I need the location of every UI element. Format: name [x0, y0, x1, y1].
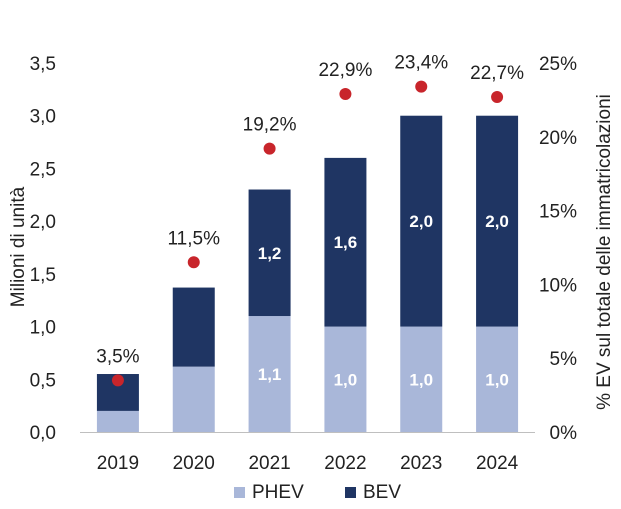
bar-data-label: 1,6 [334, 233, 358, 252]
bar-phev-2019 [96, 410, 139, 432]
y-tick-label: 0,5 [30, 370, 56, 391]
x-tick-label: 2019 [97, 453, 139, 474]
y-axis-title: Milioni di unità [8, 186, 29, 307]
bar-bev-2021 [248, 189, 291, 317]
x-tick-label: 2020 [173, 453, 215, 474]
bar-data-label: 2,0 [409, 212, 433, 231]
ev-share-point [187, 256, 200, 269]
y-tick-label: 0,0 [30, 423, 56, 444]
y-tick-label: 3,0 [30, 107, 56, 128]
y2-tick-label: 0% [550, 423, 578, 444]
bar-bev-2022 [324, 157, 367, 327]
y2-tick-label: 20% [539, 128, 577, 149]
bars: 1,1 1,2 1,0 1,6 1,0 2,0 1,0 2,0 [96, 115, 519, 432]
x-tick-label: 2023 [400, 453, 442, 474]
y-tick-label: 3,5 [30, 54, 56, 75]
bar-data-label: 1,0 [485, 370, 509, 389]
y2-tick-label: 25% [539, 54, 577, 75]
y-tick-label: 2,0 [30, 212, 56, 233]
ev-share-label: 19,2% [243, 115, 297, 136]
bar-phev-2023 [400, 326, 443, 432]
ev-share-point [491, 90, 504, 103]
y-tick-label: 1,0 [30, 318, 56, 339]
bar-data-label: 1,0 [334, 370, 358, 389]
bar-bev-2024 [476, 115, 519, 327]
bar-phev-2021 [248, 316, 291, 432]
bar-phev-2020 [172, 366, 215, 432]
bar-bev-2023 [400, 115, 443, 327]
ev-share-point [111, 374, 124, 387]
y2-tick-label: 5% [550, 349, 578, 370]
ev-share-label: 22,9% [318, 60, 372, 81]
legend-label-bev: BEV [363, 482, 401, 503]
x-tick-label: 2022 [324, 453, 366, 474]
y-axis-right: 0% 5% 10% 15% 20% 25% [539, 54, 577, 444]
y-tick-label: 1,5 [30, 265, 56, 286]
legend-label-phev: PHEV [252, 482, 304, 503]
ev-share-label: 22,7% [470, 63, 524, 84]
ev-share-label: 23,4% [394, 53, 448, 74]
bar-data-label: 2,0 [485, 212, 509, 231]
legend-swatch-bev [345, 487, 356, 498]
ev-share-label: 3,5% [96, 346, 139, 367]
y2-tick-label: 10% [539, 275, 577, 296]
bar-bev-2020 [172, 287, 215, 367]
bar-data-label: 1,0 [409, 370, 433, 389]
bar-phev-2024 [476, 326, 519, 432]
y-axis-left: 0,0 0,5 1,0 1,5 2,0 2,5 3,0 3,5 [30, 54, 56, 444]
ev-share-point [263, 142, 276, 155]
ev-share-label: 11,5% [168, 228, 221, 249]
x-tick-label: 2021 [248, 453, 290, 474]
bar-data-label: 1,2 [258, 244, 282, 263]
ev-share-point [415, 80, 428, 93]
bar-data-label: 1,1 [258, 365, 282, 384]
legend-swatch-phev [234, 487, 245, 498]
bar-phev-2022 [324, 326, 367, 432]
ev-share-points: 3,5% 11,5% 19,2% 22,9% 23,4% 22,7% [96, 53, 524, 387]
y2-tick-label: 15% [539, 202, 577, 223]
y-tick-label: 2,5 [30, 159, 56, 180]
x-axis: 2019 2020 2021 2022 2023 2024 [97, 453, 519, 474]
ev-share-point [339, 87, 352, 100]
x-tick-label: 2024 [476, 453, 519, 474]
y2-axis-title: % EV sul totale delle immatricolazioni [594, 94, 615, 410]
legend: PHEV BEV [234, 482, 401, 503]
